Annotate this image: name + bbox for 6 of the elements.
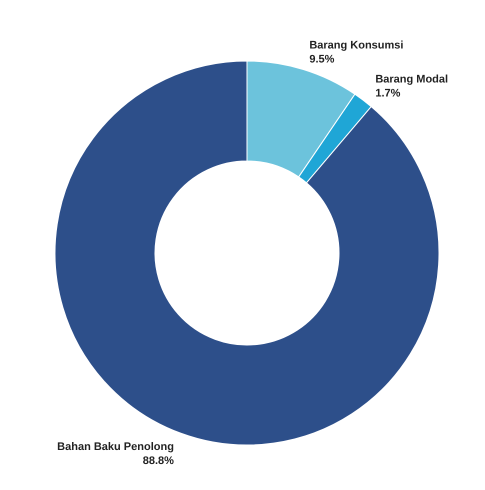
data-label: 1.7% [375,87,401,100]
data-label: 9.5% [309,53,335,66]
slice-label: Barang Modal [375,73,448,86]
slice-label: Barang Konsumsi [309,39,404,52]
data-label: 88.8% [142,455,174,468]
slice-label: Bahan Baku Penolong [57,441,174,454]
